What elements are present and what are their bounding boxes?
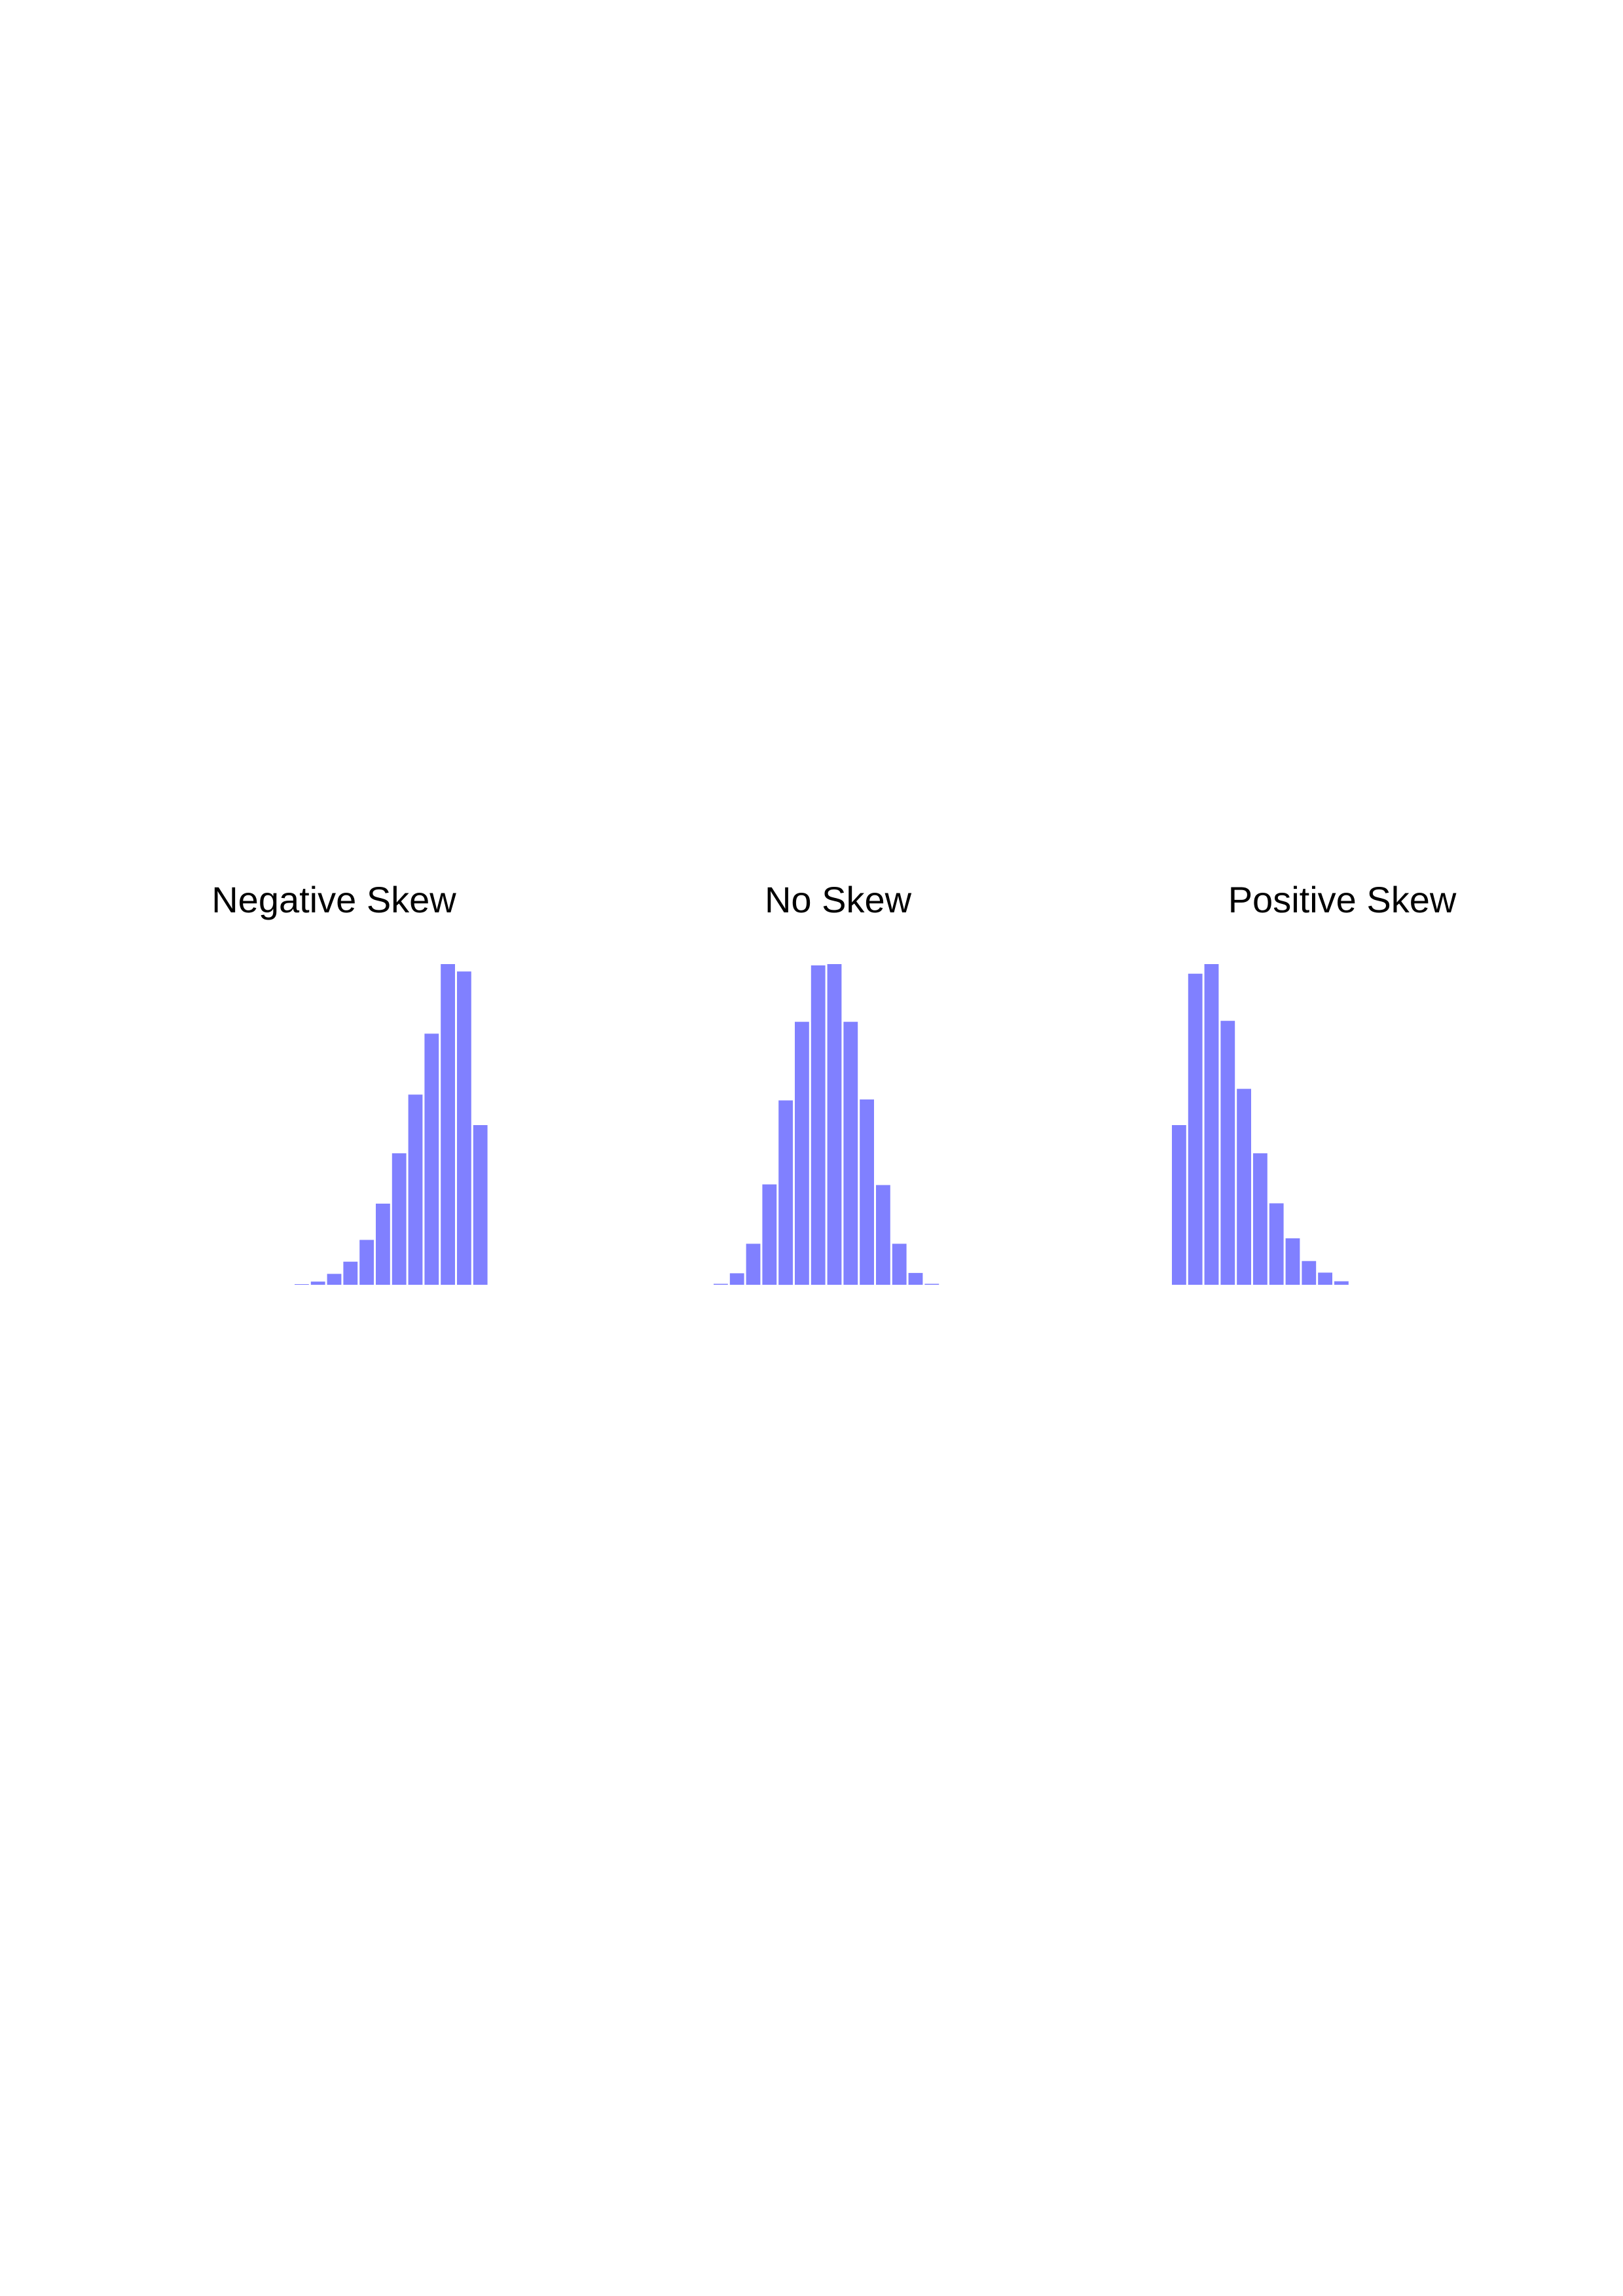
histogram-bar <box>1188 973 1203 1285</box>
histogram-no-skew <box>714 964 939 1285</box>
histogram-bar <box>762 1184 777 1285</box>
histogram-negative-skew <box>295 964 488 1285</box>
histogram-bar <box>1204 964 1219 1285</box>
histogram-bar <box>729 1273 744 1285</box>
histogram-bar <box>473 1125 488 1285</box>
histogram-bar <box>811 965 826 1285</box>
histogram-bar <box>876 1185 890 1285</box>
histogram-bar <box>359 1240 374 1285</box>
chart-title: Positive Skew <box>1228 879 1457 920</box>
histogram-bar <box>1253 1153 1267 1285</box>
histogram-bar <box>1302 1261 1317 1285</box>
histogram-bar <box>441 964 455 1285</box>
histogram-bar <box>1285 1238 1300 1285</box>
chart-title: Negative Skew <box>211 879 456 920</box>
histogram-bar <box>908 1272 923 1285</box>
histogram-bar <box>376 1204 390 1285</box>
histogram-bar <box>778 1100 793 1285</box>
histogram-bar <box>408 1094 423 1285</box>
histogram-bar <box>827 964 842 1285</box>
histogram-bar <box>1269 1203 1284 1285</box>
histogram-bar <box>343 1261 358 1285</box>
histogram-bar <box>327 1274 342 1285</box>
histogram-bar <box>892 1244 907 1285</box>
histogram-bar <box>860 1099 874 1285</box>
histogram-bar <box>843 1022 858 1285</box>
histogram-bar <box>424 1033 439 1285</box>
histogram-bar <box>392 1153 407 1285</box>
histogram-bar <box>1220 1020 1235 1285</box>
histogram-bar <box>1334 1281 1349 1285</box>
histogram-bar <box>795 1022 809 1285</box>
histogram-positive-skew <box>1172 964 1349 1285</box>
histogram-bar <box>295 1284 309 1285</box>
histogram-bar <box>746 1244 761 1285</box>
chart-panel-positive-skew: Positive Skew <box>1093 877 1591 1309</box>
histogram-bar <box>1237 1088 1251 1285</box>
histogram-bar <box>457 971 471 1285</box>
chart-title: No Skew <box>764 879 912 920</box>
histogram-bar <box>924 1283 939 1285</box>
histogram-bar <box>714 1283 728 1285</box>
chart-panel-negative-skew: Negative Skew <box>85 877 583 1309</box>
chart-panel-no-skew: No Skew <box>589 877 1087 1309</box>
histogram-bar <box>1172 1125 1186 1285</box>
histogram-bar <box>310 1282 325 1285</box>
histogram-bar <box>1318 1272 1332 1285</box>
